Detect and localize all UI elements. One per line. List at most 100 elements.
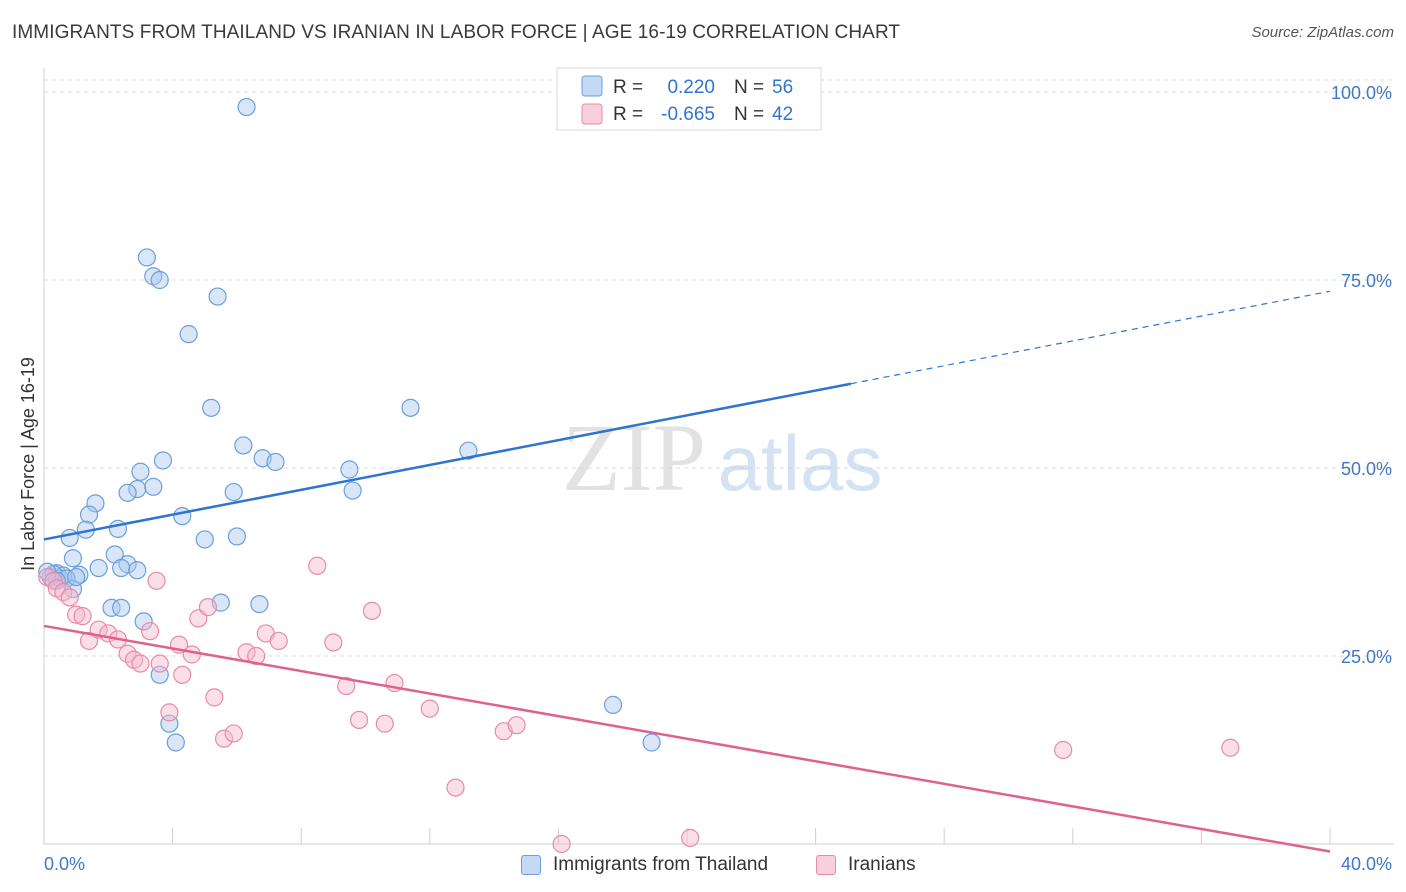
thailand-point — [340, 460, 359, 479]
thailand-point — [343, 481, 362, 500]
thailand-point — [89, 558, 108, 578]
iranians-point — [147, 571, 166, 590]
thailand-point — [67, 567, 86, 587]
thailand-point — [642, 733, 661, 752]
thailand-point — [128, 561, 147, 580]
thailand-point — [63, 549, 83, 568]
thailand-point — [112, 558, 131, 578]
thailand-point — [134, 612, 153, 631]
y-tick-label: 100.0% — [1331, 83, 1392, 103]
iranians-point — [308, 556, 327, 575]
legend-r-label-iranians: R = — [613, 104, 643, 125]
y-tick-label: 50.0% — [1341, 459, 1392, 479]
legend-n-label-iranians: N = — [734, 104, 764, 125]
bottom-legend-swatch-thailand — [521, 855, 541, 875]
watermark-atlas: atlas — [718, 419, 883, 507]
iranians-point — [205, 688, 224, 707]
thailand-point — [128, 479, 147, 499]
iranians-point — [349, 710, 369, 730]
iranians-point — [247, 646, 266, 666]
iranians-point — [131, 654, 150, 673]
thailand-point — [131, 462, 150, 481]
x-tick-label-max: 40.0% — [1341, 854, 1392, 874]
iranians-point — [337, 676, 356, 696]
chart-title: IMMIGRANTS FROM THAILAND VS IRANIAN IN L… — [12, 22, 901, 43]
thailand-point — [153, 451, 173, 470]
iranians-point — [173, 665, 192, 684]
iranians-point — [150, 654, 169, 673]
thailand-point — [102, 598, 121, 617]
bottom-legend-swatch-iranians — [816, 855, 836, 875]
thailand-trend-line — [43, 382, 852, 541]
y-tick-label: 25.0% — [1341, 647, 1392, 667]
thailand-point — [202, 398, 221, 417]
thailand-point — [150, 270, 169, 290]
thailand-point — [603, 695, 623, 714]
iranians-trend-line — [43, 624, 1331, 853]
iranians-point — [67, 605, 86, 624]
thailand-point — [459, 441, 478, 460]
watermark: ZIP atlas — [562, 404, 882, 511]
thailand-point — [266, 452, 285, 472]
iranians-point — [507, 716, 526, 735]
chart-source: Source: ZipAtlas.com — [1251, 24, 1394, 41]
thailand-point — [179, 325, 198, 344]
iranians-point — [269, 631, 288, 651]
iranians-point — [182, 645, 201, 664]
tick-labels: 100.0% 75.0% 50.0% 25.0% 0.0% 40.0% — [44, 83, 1392, 874]
iranians-point — [140, 622, 160, 641]
iranians-point — [198, 598, 218, 617]
stats-legend: R = 0.220 N = 56 R = -0.665 N = 42 — [556, 67, 822, 131]
legend-n-label-thailand: N = — [734, 77, 764, 98]
thailand-point — [227, 527, 246, 546]
thailand-point — [401, 398, 420, 417]
legend-swatch-iranians — [581, 103, 603, 125]
thailand-point — [166, 733, 185, 752]
x-tick-label-min: 0.0% — [44, 854, 85, 874]
iranians-point — [552, 834, 571, 854]
iranians-point — [420, 699, 439, 718]
thailand-point — [234, 436, 253, 455]
axes — [43, 68, 1394, 845]
thailand-point — [250, 595, 269, 614]
iranians-point — [375, 714, 394, 733]
thailand-trend-extension — [850, 290, 1331, 385]
iranians-point — [681, 828, 700, 848]
grid-lines — [44, 79, 1394, 657]
thailand-point — [224, 482, 243, 502]
legend-r-label-thailand: R = — [613, 77, 643, 98]
iranians-point — [214, 729, 234, 748]
bottom-legend-item-thailand: Immigrants from Thailand — [521, 852, 768, 878]
thailand-point — [112, 598, 131, 617]
trend-lines — [43, 290, 1331, 853]
iranians-point — [1221, 738, 1240, 757]
legend-n-value-thailand: 56 — [772, 77, 793, 98]
thailand-point — [137, 248, 156, 267]
legend-n-value-iranians: 42 — [772, 104, 793, 125]
iranians-point — [73, 607, 92, 626]
thailand-point — [144, 477, 163, 496]
legend-r-value-thailand: 0.220 — [667, 77, 715, 98]
iranians-point — [446, 778, 465, 797]
thailand-point — [79, 505, 99, 524]
legend-r-value-iranians: -0.665 — [661, 104, 715, 125]
y-tick-label: 75.0% — [1341, 271, 1392, 291]
iranians-point — [362, 601, 382, 620]
legend-swatch-thailand — [581, 75, 603, 97]
iranians-point — [324, 633, 343, 652]
y-axis-label: In Labor Force | Age 16-19 — [18, 357, 38, 571]
thailand-point — [237, 97, 256, 117]
bottom-legend-label-iranians: Iranians — [848, 854, 916, 875]
thailand-point — [173, 507, 192, 526]
thailand-point — [208, 287, 227, 306]
bottom-legend-item-iranians: Iranians — [816, 852, 916, 878]
watermark-zip: ZIP — [562, 404, 706, 511]
iranians-point — [1054, 740, 1073, 760]
thailand-point — [86, 494, 105, 513]
iranians-point — [160, 703, 179, 722]
bottom-legend: Immigrants from Thailand Iranians — [0, 852, 1406, 878]
iranians-point — [60, 588, 79, 607]
thailand-point — [195, 530, 214, 549]
iranians-point — [224, 724, 243, 743]
